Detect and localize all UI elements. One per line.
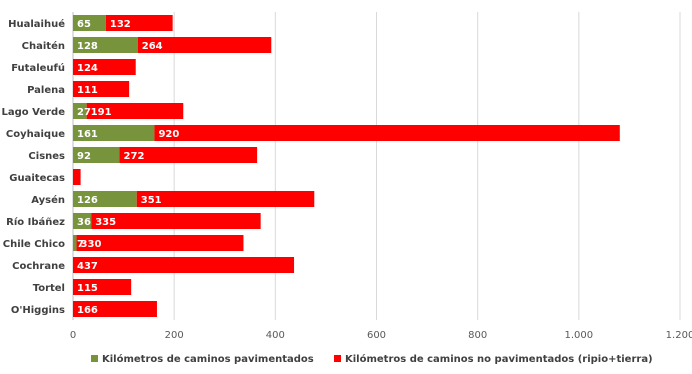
bar-unpaved [73,257,295,273]
data-label: 161 [77,129,98,140]
category-label: Chaitén [22,40,65,52]
bar-unpaved [86,103,184,119]
bar-unpaved [76,235,244,251]
x-tick-label: 1.000 [565,330,594,341]
bar-unpaved [105,15,173,31]
bars [73,15,620,317]
bar-paved [73,147,120,163]
x-tick-label: 400 [266,330,285,341]
x-tick-label: 600 [367,330,386,341]
category-label: Futaleufú [11,62,65,74]
data-labels: 65 132 128 264 124 111 27 191 161 920 92 272 126 351 3… [77,19,179,316]
data-label: 124 [77,63,98,74]
legend-swatch-paved [91,355,98,362]
bar-unpaved [73,59,136,75]
category-label: Guaitecas [9,173,65,184]
data-label: 330 [81,239,102,250]
gridlines [173,12,681,320]
bar-paved [73,213,92,229]
x-tick-label: 0 [70,330,76,341]
data-label: 27 [77,107,91,118]
bar-paved [73,191,137,207]
data-label: 920 [158,129,179,140]
bar-unpaved [154,125,620,141]
bar-paved [73,37,138,53]
x-tick-label: 200 [165,330,184,341]
x-tick-label: 1.200 [666,330,692,341]
data-label: 437 [77,261,98,272]
bar-paved [73,235,77,251]
data-label: 264 [142,41,163,52]
data-label: 65 [77,19,91,30]
bar-unpaved [136,191,315,207]
data-label: 132 [110,19,131,30]
category-label: Palena [27,85,65,96]
data-label: 115 [77,283,98,294]
bar-paved [73,103,87,119]
bar-paved [73,125,155,141]
data-label: 92 [77,151,91,162]
bar-unpaved [73,301,157,317]
data-label: 335 [95,217,116,228]
x-tick-label: 800 [468,330,487,341]
category-label: Coyhaique [6,129,65,140]
legend-label-unpaved: Kilómetros de caminos no pavimentados (r… [345,353,653,365]
data-label: 272 [124,151,145,162]
category-label: O'Higgins [11,305,65,316]
data-label: 128 [77,41,98,52]
bar-paved [73,15,106,31]
bar-unpaved [137,37,272,53]
category-label: Cisnes [28,151,65,162]
data-label: 7 [77,239,84,250]
category-label: Río Ibáñez [6,216,65,228]
bar-unpaved [73,279,132,295]
legend-label-paved: Kilómetros de caminos pavimentados [102,353,314,365]
bar-unpaved [73,81,130,97]
category-label: Chile Chico [3,239,65,250]
data-label: 166 [77,305,98,316]
data-label: 111 [77,85,98,96]
data-label: 191 [91,107,112,118]
category-label: Aysén [31,194,65,206]
bar-unpaved [119,147,258,163]
bar-unpaved [91,213,261,229]
category-label: Cochrane [12,261,65,272]
category-label: Hualaihué [8,18,65,30]
category-label: Lago Verde [2,107,66,118]
x-axis: 0 200 400 600 800 1.000 1.200 [70,12,692,341]
legend: Kilómetros de caminos pavimentados Kilóm… [91,353,653,365]
bar-unpaved [73,169,81,185]
category-labels: Hualaihué Chaitén Futaleufú Palena Lago Verd… [2,18,66,316]
data-label: 351 [141,195,162,206]
legend-swatch-unpaved [334,355,341,362]
data-label: 36 [77,217,91,228]
category-label: Tortel [33,283,65,294]
data-label: 126 [77,195,98,206]
